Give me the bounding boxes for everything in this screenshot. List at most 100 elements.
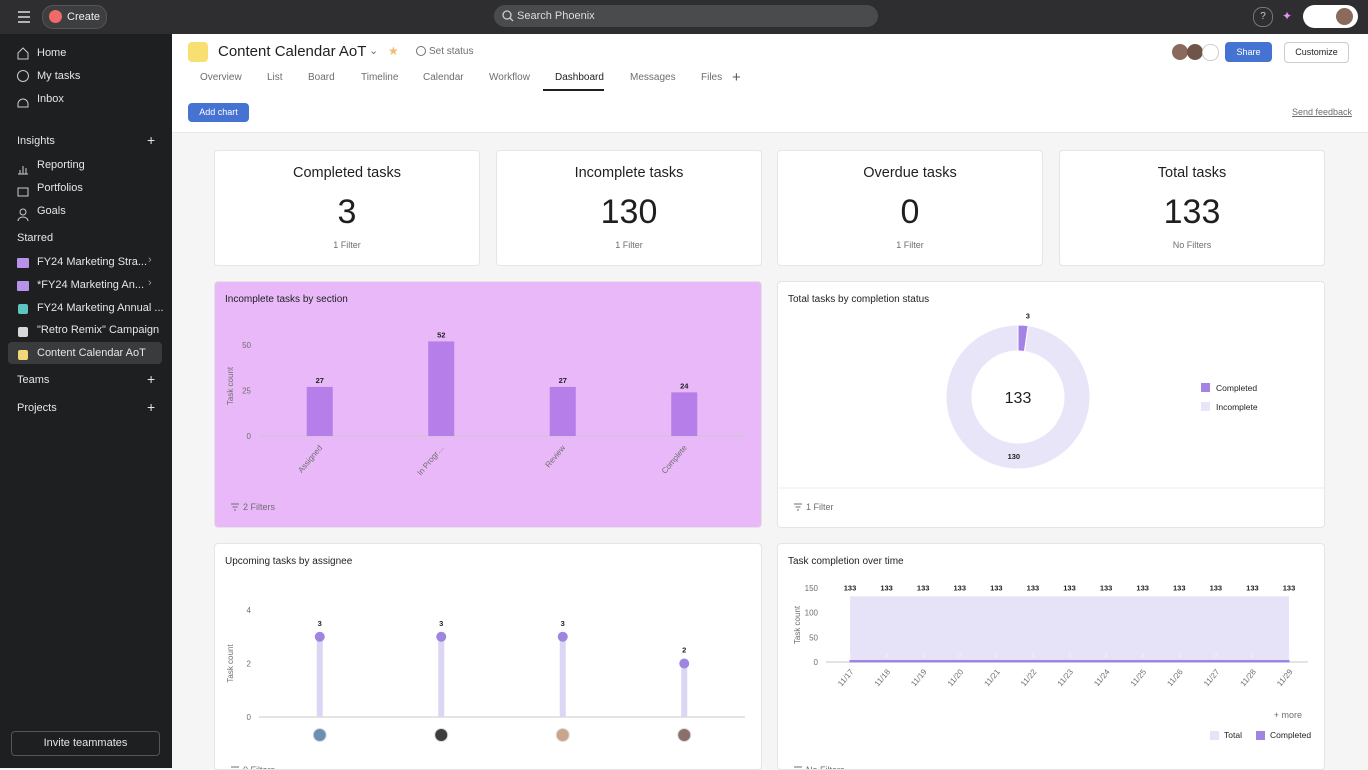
stat-title: Incomplete tasks bbox=[574, 165, 684, 181]
help-button[interactable]: ? bbox=[1253, 7, 1273, 27]
data-label: 3 bbox=[1214, 654, 1217, 660]
chart-panel[interactable]: Upcoming tasks by assignee 0 Filters 0 2 4 Ta… bbox=[214, 543, 762, 770]
y-tick-label: 0 bbox=[247, 432, 252, 441]
invite-button[interactable]: Invite teammates bbox=[11, 731, 160, 756]
add-tab[interactable]: + bbox=[732, 69, 741, 86]
add-icon[interactable]: + bbox=[147, 371, 156, 387]
data-label: 133 bbox=[1210, 583, 1223, 592]
x-tick-label: 11/17 bbox=[836, 667, 856, 688]
data-label: 133 bbox=[1063, 583, 1076, 592]
x-tick-label: 11/25 bbox=[1129, 667, 1149, 688]
legend-swatch bbox=[1210, 731, 1219, 740]
create-button[interactable]: Create bbox=[42, 5, 107, 29]
data-label: 3 bbox=[1141, 654, 1144, 660]
lollipop-dot bbox=[436, 631, 447, 642]
starred-item[interactable]: *FY24 Marketing An... bbox=[37, 279, 144, 291]
stat-filter[interactable]: 1 Filter bbox=[333, 240, 361, 250]
add-chart-button[interactable]: Add chart bbox=[188, 103, 249, 122]
stat-title: Overdue tasks bbox=[863, 165, 957, 181]
legend-swatch bbox=[1201, 383, 1210, 392]
data-label: 27 bbox=[316, 376, 324, 385]
donut-center-label: 133 bbox=[1005, 390, 1032, 407]
starred-item[interactable]: "Retro Remix" Campaign bbox=[37, 324, 160, 336]
donut-segment bbox=[945, 324, 1091, 470]
nav-goals[interactable]: Goals bbox=[37, 205, 66, 217]
stat-filter[interactable]: 1 Filter bbox=[615, 240, 643, 250]
expand-icon[interactable]: › bbox=[148, 277, 152, 289]
assignee-avatar bbox=[434, 728, 449, 742]
data-label: 3 bbox=[439, 619, 443, 628]
tab-active[interactable]: Dashboard bbox=[555, 72, 604, 83]
bar bbox=[306, 386, 333, 436]
y-tick-label: 0 bbox=[814, 658, 819, 667]
starred-item[interactable]: FY24 Marketing Annual ... bbox=[37, 302, 164, 314]
set-status[interactable]: Set status bbox=[429, 46, 474, 57]
tab[interactable]: Timeline bbox=[361, 72, 399, 83]
section-projects[interactable]: Projects bbox=[17, 402, 57, 414]
chart-panel[interactable]: Incomplete tasks by section 2 Filters 0 25 5… bbox=[214, 281, 762, 528]
data-label: 133 bbox=[990, 583, 1003, 592]
tab[interactable]: Files bbox=[701, 72, 723, 83]
section-insights[interactable]: Insights bbox=[17, 135, 55, 147]
search-placeholder: Search Phoenix bbox=[517, 10, 595, 22]
y-tick-label: 50 bbox=[809, 633, 818, 642]
data-label: 3 bbox=[1178, 654, 1181, 660]
data-label: 3 bbox=[995, 654, 998, 660]
data-label: 133 bbox=[1246, 583, 1259, 592]
area bbox=[850, 596, 1289, 662]
nav-inbox[interactable]: Inbox bbox=[37, 93, 64, 105]
legend-label: Completed bbox=[1270, 730, 1311, 740]
x-tick-label: 11/23 bbox=[1056, 667, 1076, 688]
chart-panel[interactable]: Task completion over time No Filters 0 50 10… bbox=[777, 543, 1325, 770]
nav-home[interactable]: Home bbox=[37, 47, 67, 59]
stat-card: Completed tasks 3 1 Filter bbox=[214, 150, 480, 266]
tab[interactable]: Calendar bbox=[423, 72, 464, 83]
share-button[interactable]: Share bbox=[1225, 42, 1272, 62]
stat-value: 133 bbox=[1163, 193, 1221, 231]
more-link[interactable]: + more bbox=[1274, 710, 1302, 720]
project-title: Content Calendar AoT bbox=[218, 43, 367, 60]
ai-icon[interactable]: ✦ bbox=[1282, 9, 1293, 23]
nav-my-tasks[interactable]: My tasks bbox=[37, 70, 81, 82]
y-tick-label: 100 bbox=[805, 609, 819, 618]
data-label: 3 bbox=[958, 654, 961, 660]
stat-title: Completed tasks bbox=[293, 165, 401, 181]
stat-filter[interactable]: 1 Filter bbox=[896, 240, 924, 250]
chart-filter: 1 Filter bbox=[806, 502, 834, 512]
bar bbox=[671, 392, 698, 436]
tab-underline bbox=[543, 89, 604, 91]
create-label: Create bbox=[67, 11, 101, 23]
legend-label: Total bbox=[1224, 730, 1242, 740]
menu-icon[interactable] bbox=[17, 10, 31, 24]
tab[interactable]: List bbox=[267, 72, 283, 83]
data-label: 133 bbox=[1283, 583, 1296, 592]
project-menu[interactable]: ⌄ bbox=[369, 45, 379, 57]
chart-filter: 2 Filters bbox=[243, 502, 276, 512]
starred-item[interactable]: FY24 Marketing Stra... bbox=[37, 256, 148, 268]
expand-icon[interactable]: › bbox=[148, 254, 152, 266]
tab[interactable]: Board bbox=[308, 72, 335, 83]
nav-reporting[interactable]: Reporting bbox=[37, 159, 85, 171]
tab[interactable]: Overview bbox=[200, 72, 242, 83]
stat-filter[interactable]: No Filters bbox=[1172, 240, 1212, 250]
account-button[interactable] bbox=[1303, 5, 1358, 28]
data-label: 3 bbox=[1026, 312, 1030, 321]
more-members[interactable] bbox=[1202, 44, 1219, 61]
starred-item[interactable]: Content Calendar AoT bbox=[37, 347, 146, 359]
stat-value: 3 bbox=[337, 193, 357, 231]
add-icon[interactable]: + bbox=[147, 132, 156, 148]
favorite-star[interactable]: ★ bbox=[388, 44, 399, 58]
tab[interactable]: Workflow bbox=[489, 72, 530, 83]
search-box[interactable]: Search Phoenix bbox=[494, 5, 878, 27]
area bbox=[849, 660, 1290, 663]
nav-portfolios[interactable]: Portfolios bbox=[37, 182, 83, 194]
chart-panel[interactable]: Total tasks by completion status 1 Filter… bbox=[777, 281, 1325, 528]
filter-icon bbox=[794, 766, 802, 768]
send-feedback[interactable]: Send feedback bbox=[1292, 107, 1353, 117]
add-icon[interactable]: + bbox=[147, 399, 156, 415]
section-teams[interactable]: Teams bbox=[17, 374, 50, 386]
data-label: 3 bbox=[561, 619, 565, 628]
customize-button[interactable]: Customize bbox=[1284, 42, 1349, 63]
tab[interactable]: Messages bbox=[630, 72, 676, 83]
